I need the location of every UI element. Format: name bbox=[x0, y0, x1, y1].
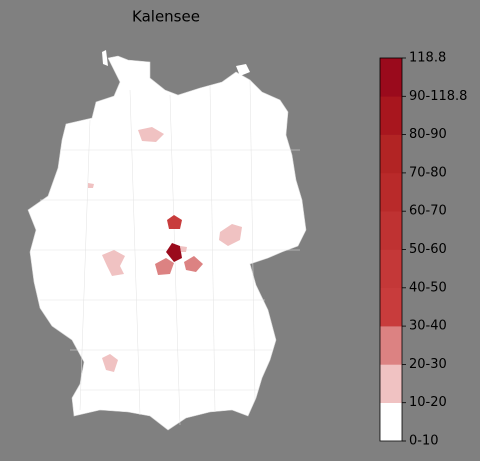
colorbar-tick-label: 80-90 bbox=[409, 127, 447, 142]
colorbar-tick-label: 10-20 bbox=[409, 395, 447, 410]
colorbar-tick-label: 60-70 bbox=[409, 204, 447, 219]
district bbox=[155, 258, 174, 275]
district bbox=[180, 246, 187, 252]
colorbar-segment bbox=[380, 134, 402, 174]
colorbar-tick-label: 70-80 bbox=[409, 165, 447, 180]
colorbar-segment bbox=[380, 287, 402, 327]
map-title: Kalensee bbox=[132, 8, 200, 26]
island bbox=[102, 50, 108, 66]
germany-map bbox=[27, 50, 307, 431]
colorbar-segment bbox=[380, 249, 402, 289]
island bbox=[236, 64, 250, 76]
colorbar-segment bbox=[380, 326, 402, 365]
colorbar-segment bbox=[380, 172, 402, 212]
colorbar-segment bbox=[380, 58, 402, 97]
colorbar-tick-label: 40-50 bbox=[409, 280, 447, 295]
colorbar-segment bbox=[380, 211, 402, 250]
colorbar-segment bbox=[380, 402, 402, 442]
district bbox=[102, 250, 125, 276]
district-leipzig bbox=[219, 224, 242, 246]
district bbox=[88, 183, 94, 188]
district bbox=[167, 215, 182, 229]
district-hannover bbox=[138, 127, 164, 142]
colorbar: 0-10 10-20 20-30 30-40 40-50 50-60 60-70 70-80 8… bbox=[379, 51, 467, 449]
colorbar-tick-label: 30-40 bbox=[409, 319, 447, 334]
district bbox=[166, 243, 182, 262]
district bbox=[102, 354, 118, 372]
colorbar-tick-label: 0-10 bbox=[409, 434, 439, 449]
colorbar-tick-label: 90-118.8 bbox=[409, 89, 467, 104]
colorbar-segment bbox=[380, 96, 402, 135]
colorbar-tick-label: 118.8 bbox=[409, 51, 446, 66]
district bbox=[184, 256, 203, 272]
colorbar-segment bbox=[380, 364, 402, 403]
colorbar-tick-label: 20-30 bbox=[409, 357, 447, 372]
colorbar-tick-label: 50-60 bbox=[409, 242, 447, 257]
